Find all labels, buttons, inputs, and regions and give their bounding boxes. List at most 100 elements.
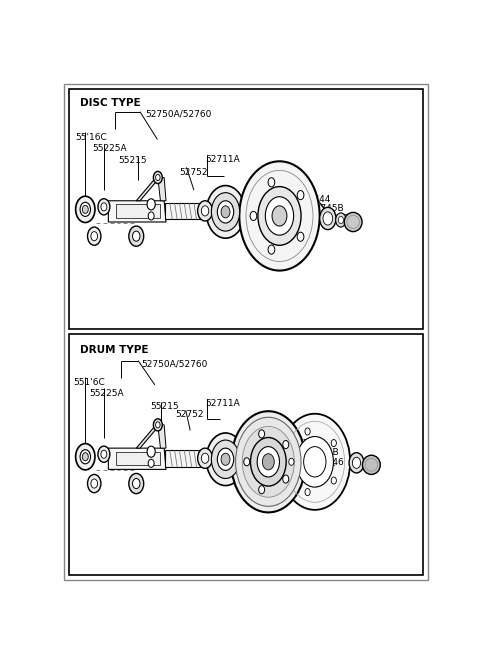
Circle shape xyxy=(156,422,160,428)
Text: 52711A: 52711A xyxy=(205,155,240,164)
Text: 52745B: 52745B xyxy=(309,204,344,214)
Circle shape xyxy=(265,196,294,235)
Circle shape xyxy=(156,175,160,181)
Circle shape xyxy=(76,443,95,470)
Bar xyxy=(69,334,423,575)
Circle shape xyxy=(352,457,360,468)
Circle shape xyxy=(259,486,264,494)
Bar xyxy=(69,89,423,329)
Circle shape xyxy=(268,177,275,187)
Circle shape xyxy=(91,479,97,488)
Circle shape xyxy=(101,450,107,459)
Polygon shape xyxy=(165,450,205,467)
Circle shape xyxy=(244,458,250,466)
Circle shape xyxy=(279,414,350,510)
Text: 55215: 55215 xyxy=(150,402,179,411)
Text: 55215: 55215 xyxy=(119,156,147,166)
Circle shape xyxy=(129,474,144,493)
Circle shape xyxy=(331,477,336,484)
Text: 55225A: 55225A xyxy=(93,144,127,153)
Circle shape xyxy=(80,449,91,464)
Circle shape xyxy=(323,212,333,225)
Circle shape xyxy=(211,440,240,478)
Circle shape xyxy=(297,191,304,200)
Text: 52750A/52760: 52750A/52760 xyxy=(145,110,212,119)
Circle shape xyxy=(217,201,234,223)
Ellipse shape xyxy=(362,455,380,474)
Circle shape xyxy=(211,193,240,231)
Text: 52711A: 52711A xyxy=(205,399,240,408)
Circle shape xyxy=(283,475,289,483)
Circle shape xyxy=(251,438,286,486)
Text: 52/46: 52/46 xyxy=(319,457,344,466)
Circle shape xyxy=(147,446,155,457)
Circle shape xyxy=(148,212,154,220)
Ellipse shape xyxy=(344,212,362,232)
Circle shape xyxy=(221,206,230,218)
Text: 5841C: 5841C xyxy=(264,427,293,436)
Polygon shape xyxy=(108,448,166,469)
Circle shape xyxy=(305,428,310,435)
Polygon shape xyxy=(136,177,160,201)
Text: DISC TYPE: DISC TYPE xyxy=(81,97,141,108)
Circle shape xyxy=(221,453,230,465)
Circle shape xyxy=(297,232,304,241)
Polygon shape xyxy=(158,425,166,448)
Circle shape xyxy=(258,187,301,245)
Text: 52744: 52744 xyxy=(302,194,330,204)
Polygon shape xyxy=(116,204,160,218)
Circle shape xyxy=(338,216,344,223)
Circle shape xyxy=(202,206,209,216)
Circle shape xyxy=(331,440,336,447)
Circle shape xyxy=(206,433,245,486)
Polygon shape xyxy=(116,451,160,465)
Circle shape xyxy=(101,203,107,211)
Circle shape xyxy=(283,440,289,449)
Circle shape xyxy=(236,417,301,507)
Text: 52744: 52744 xyxy=(297,439,326,447)
Circle shape xyxy=(98,446,110,463)
Text: 55225A: 55225A xyxy=(90,389,124,398)
Circle shape xyxy=(80,202,91,216)
Circle shape xyxy=(83,453,88,461)
Text: 52752: 52752 xyxy=(179,168,207,177)
Circle shape xyxy=(257,447,279,477)
Polygon shape xyxy=(158,177,166,201)
Circle shape xyxy=(320,208,336,229)
Circle shape xyxy=(305,489,310,495)
Circle shape xyxy=(272,206,287,226)
Text: 58411D: 58411D xyxy=(268,183,304,192)
Circle shape xyxy=(240,162,320,271)
Circle shape xyxy=(91,232,97,240)
Circle shape xyxy=(129,226,144,246)
Text: 52745B: 52745B xyxy=(305,447,339,457)
Circle shape xyxy=(198,201,213,221)
Circle shape xyxy=(206,185,245,238)
Circle shape xyxy=(76,196,95,223)
Circle shape xyxy=(289,459,294,465)
Circle shape xyxy=(263,454,274,470)
Circle shape xyxy=(154,171,162,183)
Circle shape xyxy=(87,474,101,493)
Circle shape xyxy=(132,231,140,241)
Circle shape xyxy=(154,419,162,431)
Text: 55'16C: 55'16C xyxy=(76,133,108,141)
Text: DRUM TYPE: DRUM TYPE xyxy=(81,346,149,355)
Text: 52750A/52760: 52750A/52760 xyxy=(141,359,207,368)
Circle shape xyxy=(231,411,306,512)
Circle shape xyxy=(296,436,334,487)
Circle shape xyxy=(147,198,155,210)
Circle shape xyxy=(336,213,346,227)
Circle shape xyxy=(259,430,264,438)
Text: 52746: 52746 xyxy=(321,214,349,223)
Polygon shape xyxy=(108,201,166,222)
Polygon shape xyxy=(165,203,205,219)
Circle shape xyxy=(268,245,275,254)
Circle shape xyxy=(83,205,88,214)
Circle shape xyxy=(250,212,257,221)
Circle shape xyxy=(148,459,154,467)
Circle shape xyxy=(87,227,101,245)
Circle shape xyxy=(132,478,140,489)
Circle shape xyxy=(202,453,209,463)
Circle shape xyxy=(349,453,364,473)
